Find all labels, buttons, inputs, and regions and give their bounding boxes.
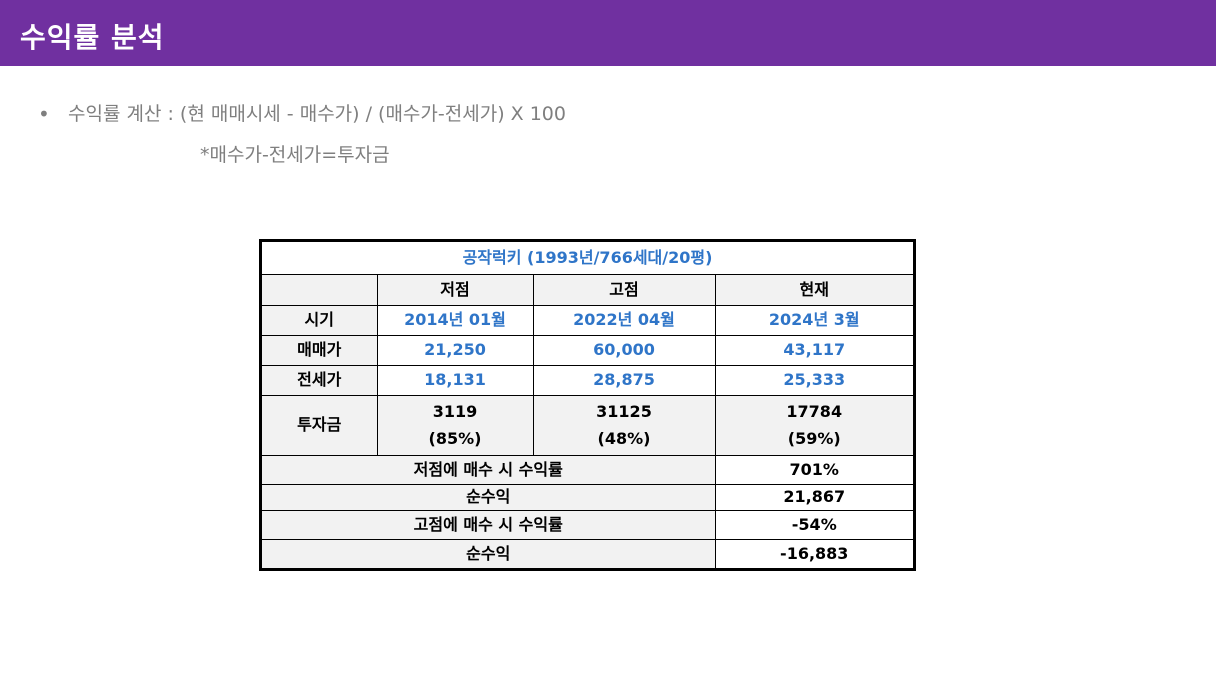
investment-amount: 17784: [786, 401, 843, 421]
column-header-high: 고점: [532, 273, 716, 306]
summary-value-high-return: -54%: [714, 509, 913, 540]
investment-high: 31125 (48%): [532, 394, 716, 456]
sale-price-current: 43,117: [714, 334, 913, 366]
jeonse-price-low: 18,131: [376, 364, 534, 396]
summary-label-high-profit: 순수익: [262, 538, 716, 568]
header-empty-cell: [262, 273, 378, 306]
investment-amount: 31125: [596, 401, 652, 421]
return-analysis-table: 공작럭키 (1993년/766세대/20평) 저점 고점 현재 시기 2014년…: [259, 239, 916, 571]
column-header-low: 저점: [376, 273, 534, 306]
jeonse-price-current: 25,333: [714, 364, 913, 396]
row-label-investment: 투자금: [262, 394, 378, 456]
period-high: 2022년 04월: [532, 304, 716, 336]
summary-label-low-profit: 순수익: [262, 483, 716, 511]
row-label-sale-price: 매매가: [262, 334, 378, 366]
row-label-jeonse-price: 전세가: [262, 364, 378, 396]
bullet-dot: •: [38, 102, 50, 126]
table-title: 공작럭키 (1993년/766세대/20평): [262, 242, 913, 275]
formula-note: *매수가-전세가=투자금: [200, 144, 390, 166]
page-title: 수익률 분석: [20, 21, 165, 54]
formula-text: 수익률 계산 : (현 매매시세 - 매수가) / (매수가-전세가) X 10…: [68, 103, 566, 125]
period-low: 2014년 01월: [376, 304, 534, 336]
period-current: 2024년 3월: [714, 304, 913, 336]
jeonse-price-high: 28,875: [532, 364, 716, 396]
investment-ratio: (48%): [597, 428, 651, 448]
investment-ratio: (85%): [428, 428, 482, 448]
investment-current: 17784 (59%): [714, 394, 913, 456]
investment-ratio: (59%): [787, 428, 841, 448]
summary-label-low-return: 저점에 매수 시 수익률: [262, 454, 716, 485]
investment-low: 3119 (85%): [376, 394, 534, 456]
summary-label-high-return: 고점에 매수 시 수익률: [262, 509, 716, 540]
sale-price-low: 21,250: [376, 334, 534, 366]
row-label-period: 시기: [262, 304, 378, 336]
slide-header-bar: 수익률 분석: [0, 0, 1216, 66]
summary-value-low-profit: 21,867: [714, 483, 913, 511]
sale-price-high: 60,000: [532, 334, 716, 366]
summary-value-low-return: 701%: [714, 454, 913, 485]
investment-amount: 3119: [432, 401, 478, 421]
summary-value-high-profit: -16,883: [714, 538, 913, 568]
column-header-current: 현재: [714, 273, 913, 306]
